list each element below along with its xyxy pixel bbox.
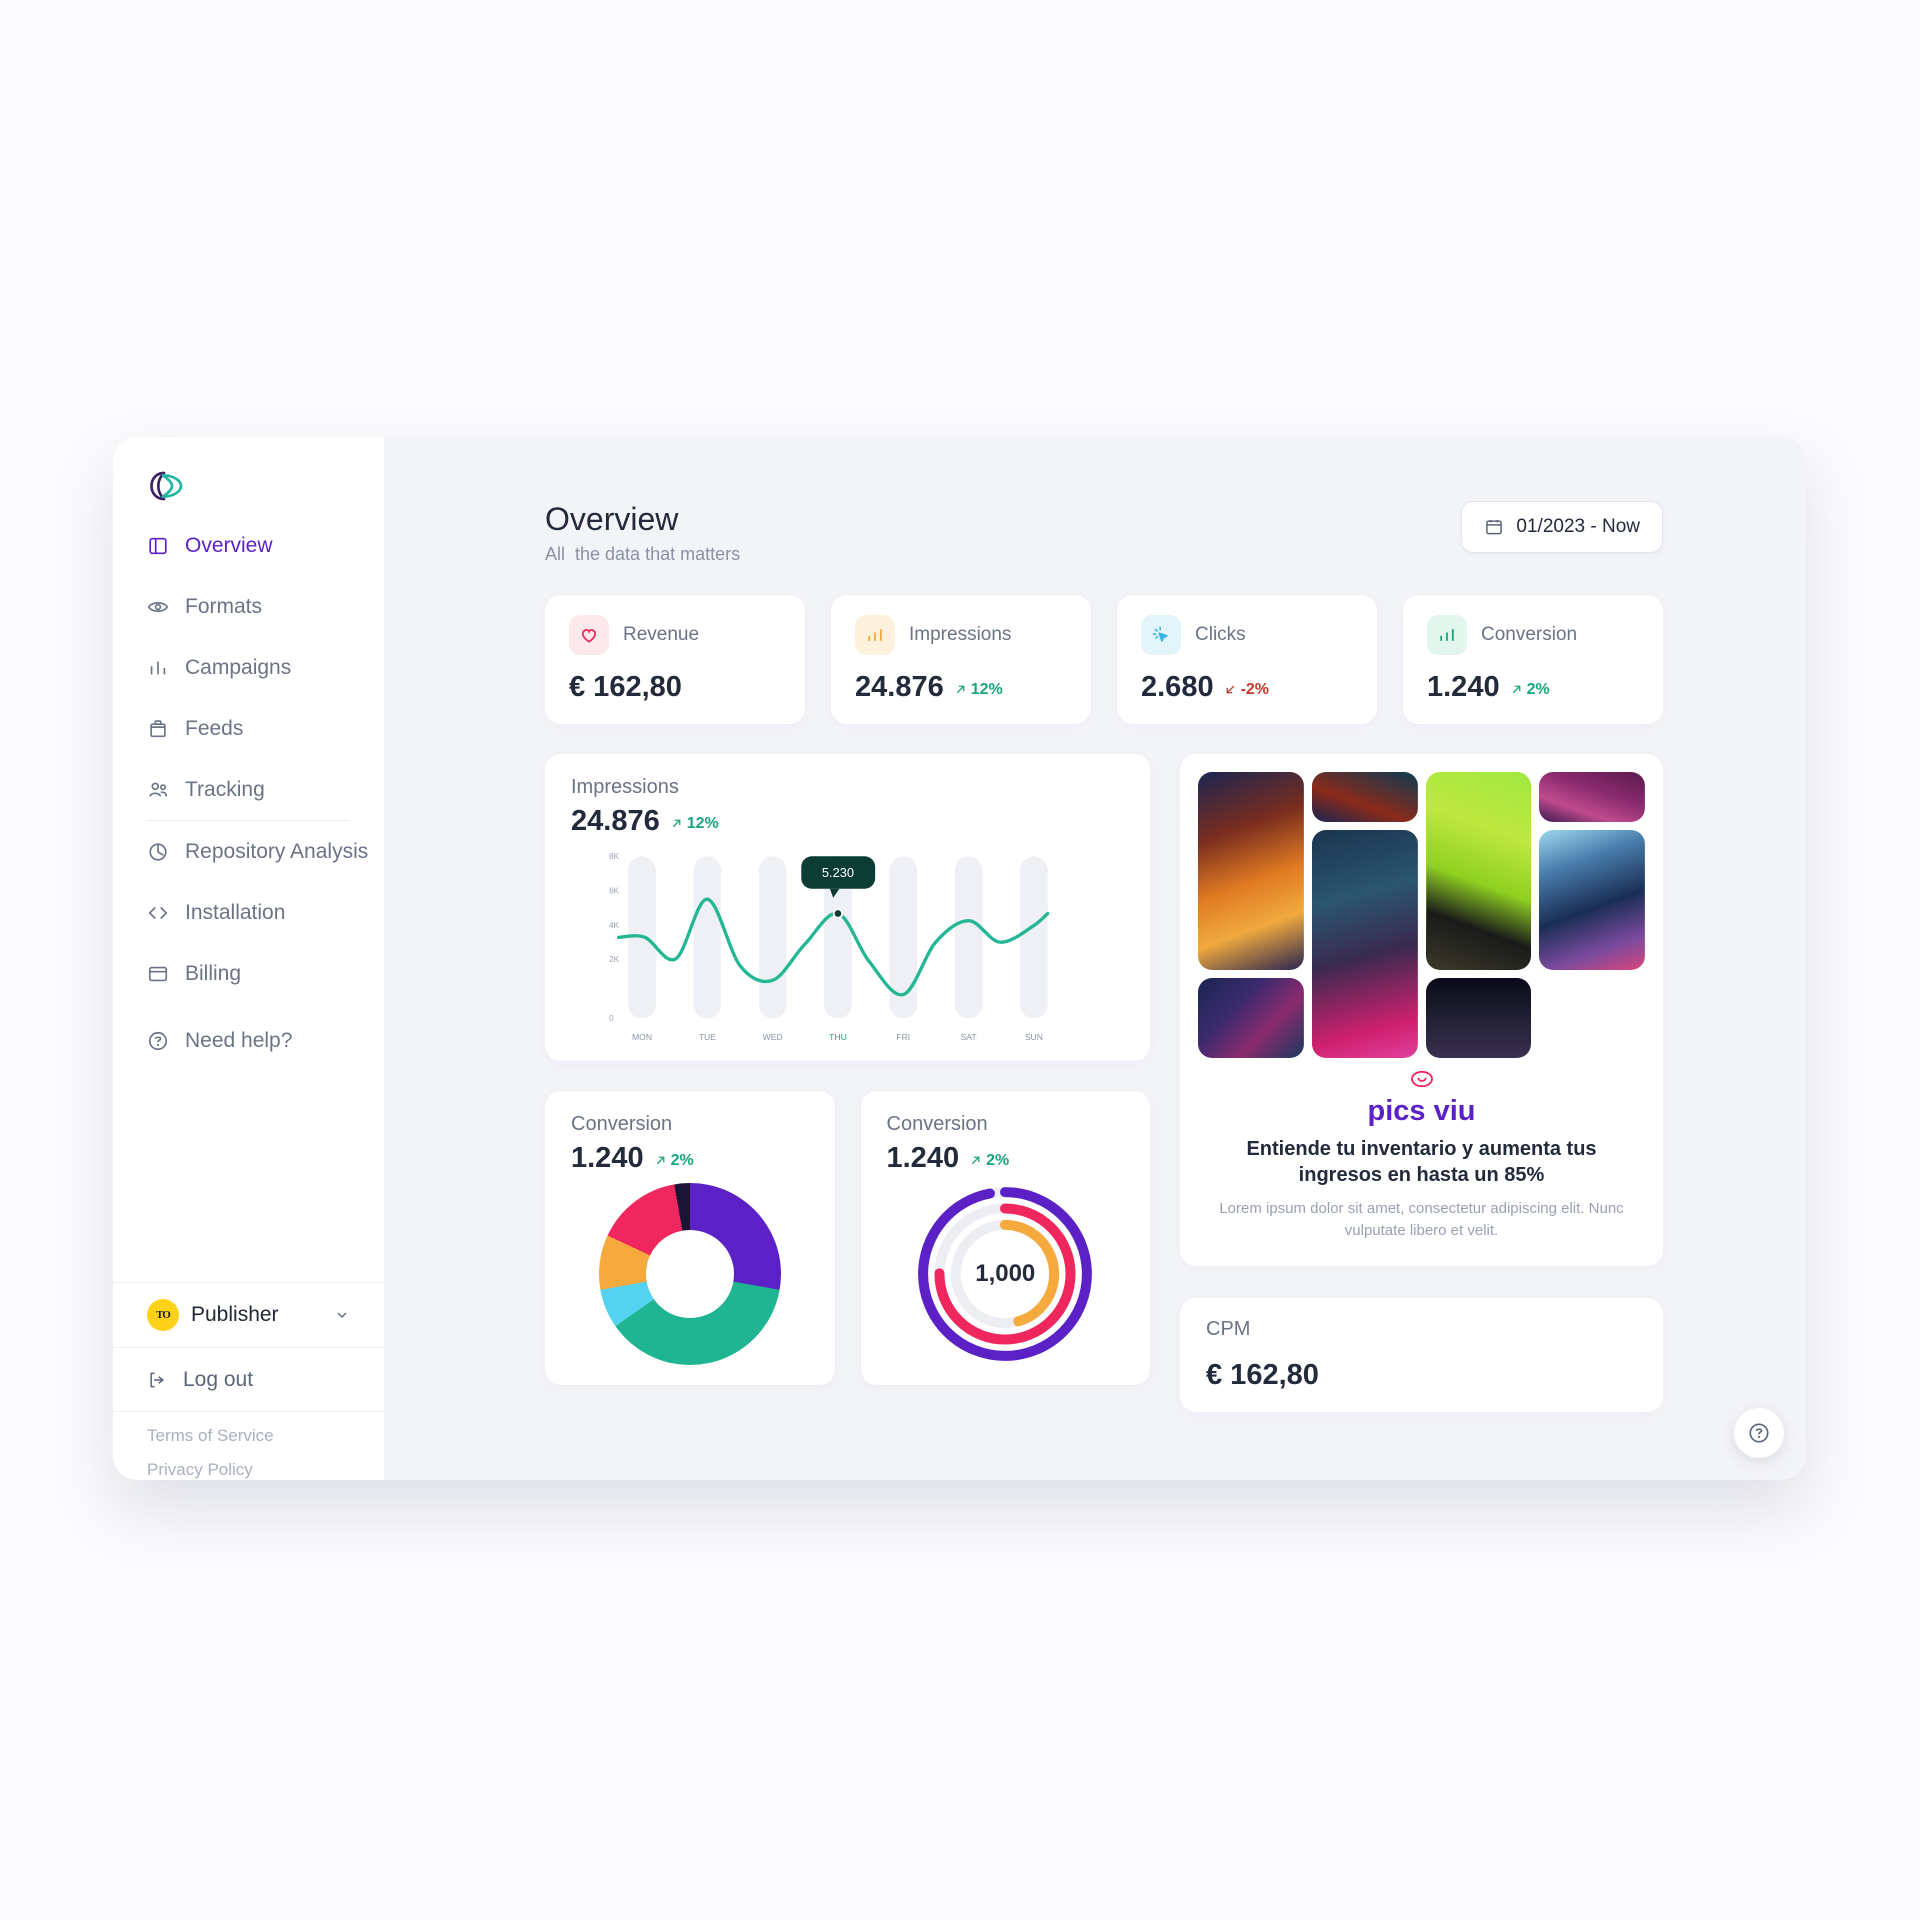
svg-text:MON: MON xyxy=(632,1032,652,1042)
svg-text:0: 0 xyxy=(609,1014,614,1023)
svg-text:6K: 6K xyxy=(609,886,620,895)
svg-text:5.230: 5.230 xyxy=(822,865,854,880)
svg-text:4K: 4K xyxy=(609,921,620,930)
svg-text:8K: 8K xyxy=(609,852,620,861)
svg-text:THU: THU xyxy=(829,1032,847,1042)
svg-text:SUN: SUN xyxy=(1025,1032,1043,1042)
svg-text:SAT: SAT xyxy=(961,1032,978,1042)
svg-text:WED: WED xyxy=(763,1032,783,1042)
svg-text:FRI: FRI xyxy=(896,1032,910,1042)
svg-text:TUE: TUE xyxy=(699,1032,716,1042)
svg-text:2K: 2K xyxy=(609,955,620,964)
